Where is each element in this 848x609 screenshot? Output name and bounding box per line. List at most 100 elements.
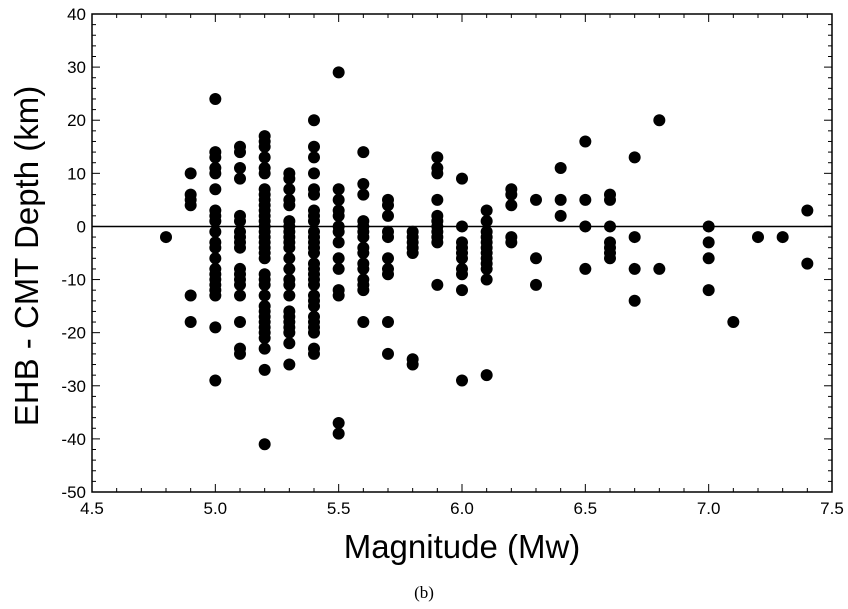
data-point	[283, 172, 296, 185]
data-point	[554, 162, 567, 175]
data-point	[382, 209, 394, 222]
data-point	[604, 220, 616, 233]
data-point	[308, 140, 320, 153]
data-point	[431, 278, 444, 291]
data-point	[332, 416, 345, 429]
x-tick-label: 5.0	[204, 499, 228, 518]
data-point	[628, 151, 641, 164]
data-point	[258, 140, 271, 153]
data-point	[209, 215, 222, 228]
data-point	[283, 289, 296, 302]
data-point	[234, 172, 246, 185]
data-point	[258, 331, 271, 344]
data-point	[258, 252, 271, 265]
data-point	[332, 427, 345, 440]
data-point	[431, 236, 444, 249]
data-point	[530, 193, 542, 206]
data-point	[234, 146, 246, 159]
data-point	[283, 358, 296, 371]
data-point	[184, 289, 197, 302]
data-point	[382, 252, 394, 265]
data-point	[234, 347, 246, 360]
data-point	[283, 278, 296, 291]
data-point	[283, 326, 296, 339]
data-point	[258, 363, 271, 376]
y-tick-label: 40	[67, 5, 86, 24]
data-point	[431, 151, 444, 164]
data-point	[258, 342, 271, 355]
y-tick-label: 0	[77, 217, 86, 236]
data-point	[357, 284, 370, 297]
data-point	[357, 247, 370, 259]
data-point	[480, 204, 493, 217]
data-point	[382, 231, 394, 244]
data-point	[530, 252, 542, 265]
data-point	[702, 284, 715, 297]
data-point	[308, 188, 320, 201]
data-point	[604, 252, 616, 265]
data-point	[160, 231, 172, 244]
data-point	[653, 262, 666, 275]
data-point	[283, 252, 296, 265]
y-tick-label: 10	[67, 164, 86, 183]
data-point	[406, 358, 419, 371]
y-tick-label: -10	[61, 271, 86, 290]
data-point	[456, 284, 468, 297]
data-point	[456, 252, 468, 265]
y-tick-label: -20	[61, 324, 86, 343]
data-point	[702, 220, 715, 233]
data-point	[184, 316, 197, 329]
data-point	[628, 231, 641, 244]
data-point	[530, 278, 542, 291]
data-point	[332, 66, 345, 79]
data-point	[209, 241, 222, 254]
data-point	[209, 92, 222, 105]
data-point	[308, 247, 320, 259]
data-point	[209, 321, 222, 334]
data-point	[357, 177, 370, 190]
data-point	[308, 215, 320, 228]
y-tick-label: -40	[61, 430, 86, 449]
data-point	[382, 268, 394, 281]
data-point	[258, 151, 271, 164]
data-point	[209, 225, 222, 238]
data-point	[209, 289, 222, 302]
data-point	[456, 268, 468, 281]
data-point	[727, 316, 740, 329]
data-point	[776, 231, 789, 244]
figure-caption: (b)	[414, 583, 434, 602]
x-tick-label: 6.0	[450, 499, 474, 518]
data-point	[308, 347, 320, 360]
x-tick-label: 5.5	[327, 499, 351, 518]
y-tick-label: -50	[61, 483, 86, 502]
data-point	[234, 162, 246, 175]
y-tick-label: -30	[61, 377, 86, 396]
data-point	[283, 241, 296, 254]
data-point	[357, 188, 370, 201]
data-point	[604, 193, 616, 206]
data-point	[579, 135, 592, 148]
data-point	[258, 438, 271, 451]
data-point	[258, 167, 271, 180]
data-point	[308, 326, 320, 339]
x-tick-label: 7.5	[820, 499, 844, 518]
data-point	[628, 294, 641, 307]
data-point	[209, 374, 222, 387]
data-point	[579, 193, 592, 206]
y-tick-label: 30	[67, 58, 86, 77]
data-point	[184, 199, 197, 212]
data-point	[579, 220, 592, 233]
data-point	[234, 241, 246, 254]
data-point	[357, 316, 370, 329]
data-point	[456, 374, 468, 387]
x-tick-label: 4.5	[80, 499, 104, 518]
data-point	[554, 193, 567, 206]
data-point	[505, 199, 518, 212]
data-point	[653, 114, 666, 127]
data-point	[209, 151, 222, 164]
data-point	[184, 167, 197, 180]
data-point	[209, 183, 222, 196]
x-tick-label: 6.5	[574, 499, 598, 518]
data-point	[357, 262, 370, 275]
data-point	[308, 167, 320, 180]
